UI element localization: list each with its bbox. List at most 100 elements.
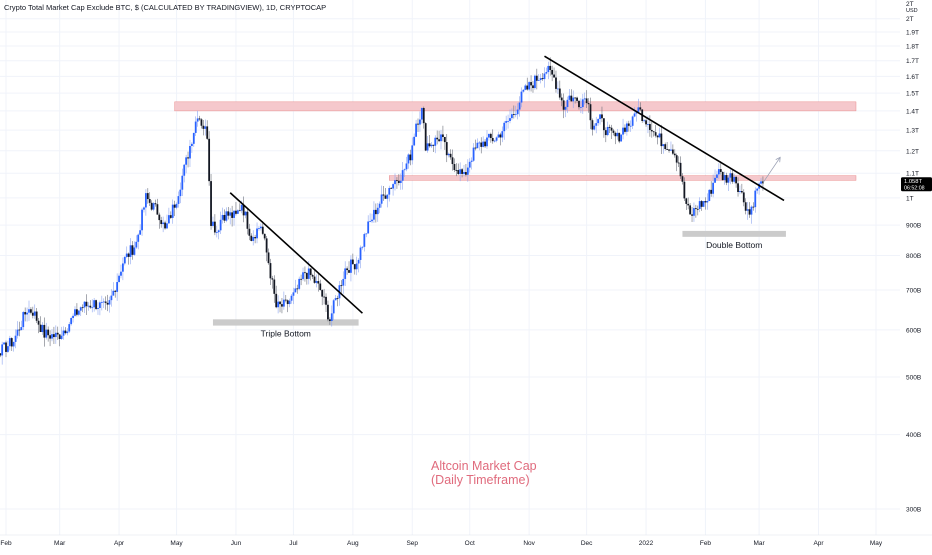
candle-body [53,334,55,338]
candle [656,135,659,145]
candle [373,201,375,224]
candle-body [323,296,326,298]
candle-body [215,232,218,233]
candle [620,134,623,142]
candle-body [553,74,555,78]
candle [491,129,494,144]
candle [710,181,713,197]
candle [681,173,684,185]
time-tick-label: Jun [231,540,242,547]
candle [231,205,234,227]
candle-body [627,123,630,126]
price-tick-label: 1.8T [906,43,919,50]
candle [748,202,751,218]
candle [217,229,220,240]
candle [643,118,646,123]
candle [162,216,165,233]
candle [56,326,59,340]
candle [190,142,193,153]
candle-body [704,201,707,203]
candle-body [85,301,88,307]
candle-body [380,194,383,204]
candle-body [83,301,86,308]
candle-body [1,344,4,356]
candle [376,202,379,222]
candle-body [392,184,394,189]
candle-body [304,272,306,274]
candle [564,106,567,118]
candle [407,153,410,169]
candle-body [104,301,107,303]
candle [54,325,57,344]
candle-body [725,175,728,183]
candle [442,125,444,142]
candle [735,175,738,188]
candle [225,207,228,223]
candle [179,182,182,204]
candle [282,291,285,310]
candle [612,128,615,136]
candle [89,300,92,309]
time-tick-label: Jul [289,540,298,547]
time-tick-label: Sep [406,540,418,547]
candle [417,118,419,133]
candle [593,123,596,131]
candle [304,266,306,282]
candle-body [466,167,469,175]
candle-body [411,145,414,161]
candle-body [164,222,166,229]
candle-body [520,91,523,103]
candle-body [231,212,234,218]
candle [470,157,473,170]
candle [357,258,360,273]
candle [58,334,61,347]
candle-body [148,199,151,203]
candle [581,93,584,114]
candle-body [131,245,134,255]
trendline [229,192,363,314]
candle-body [687,203,690,206]
time-tick-label: May [170,540,183,547]
candle [129,238,132,265]
candle [476,138,479,149]
candle [428,134,431,148]
candle [654,124,657,138]
candle-body [357,259,360,264]
candle [252,230,255,246]
candle-body [648,124,651,130]
candle [725,172,728,186]
candle [351,253,354,265]
candle [198,115,201,121]
candle [250,233,253,242]
time-tick-label: Dec [581,540,593,547]
candle-body [206,126,209,139]
candle [599,113,601,125]
candle [175,202,178,210]
candle [679,156,682,180]
candle [602,118,605,138]
time-tick-label: May [870,540,883,547]
candle [727,175,730,192]
candle [687,197,690,210]
candle [574,97,577,104]
candle-body [476,142,479,149]
candle [394,173,396,191]
candle-body [610,127,613,131]
candle-body [570,95,573,102]
candle-body [76,309,78,315]
candle [290,293,293,304]
candle-body [719,169,722,172]
candle [219,211,222,234]
candle [463,164,465,177]
candle-body [608,126,611,128]
candle-body [539,78,542,81]
candle [484,139,486,148]
candle [91,299,94,313]
candle [93,297,96,312]
candle-body [639,107,642,110]
candle [624,124,626,134]
candle [196,110,199,127]
candle-body [681,176,684,182]
candle-body [702,201,705,207]
